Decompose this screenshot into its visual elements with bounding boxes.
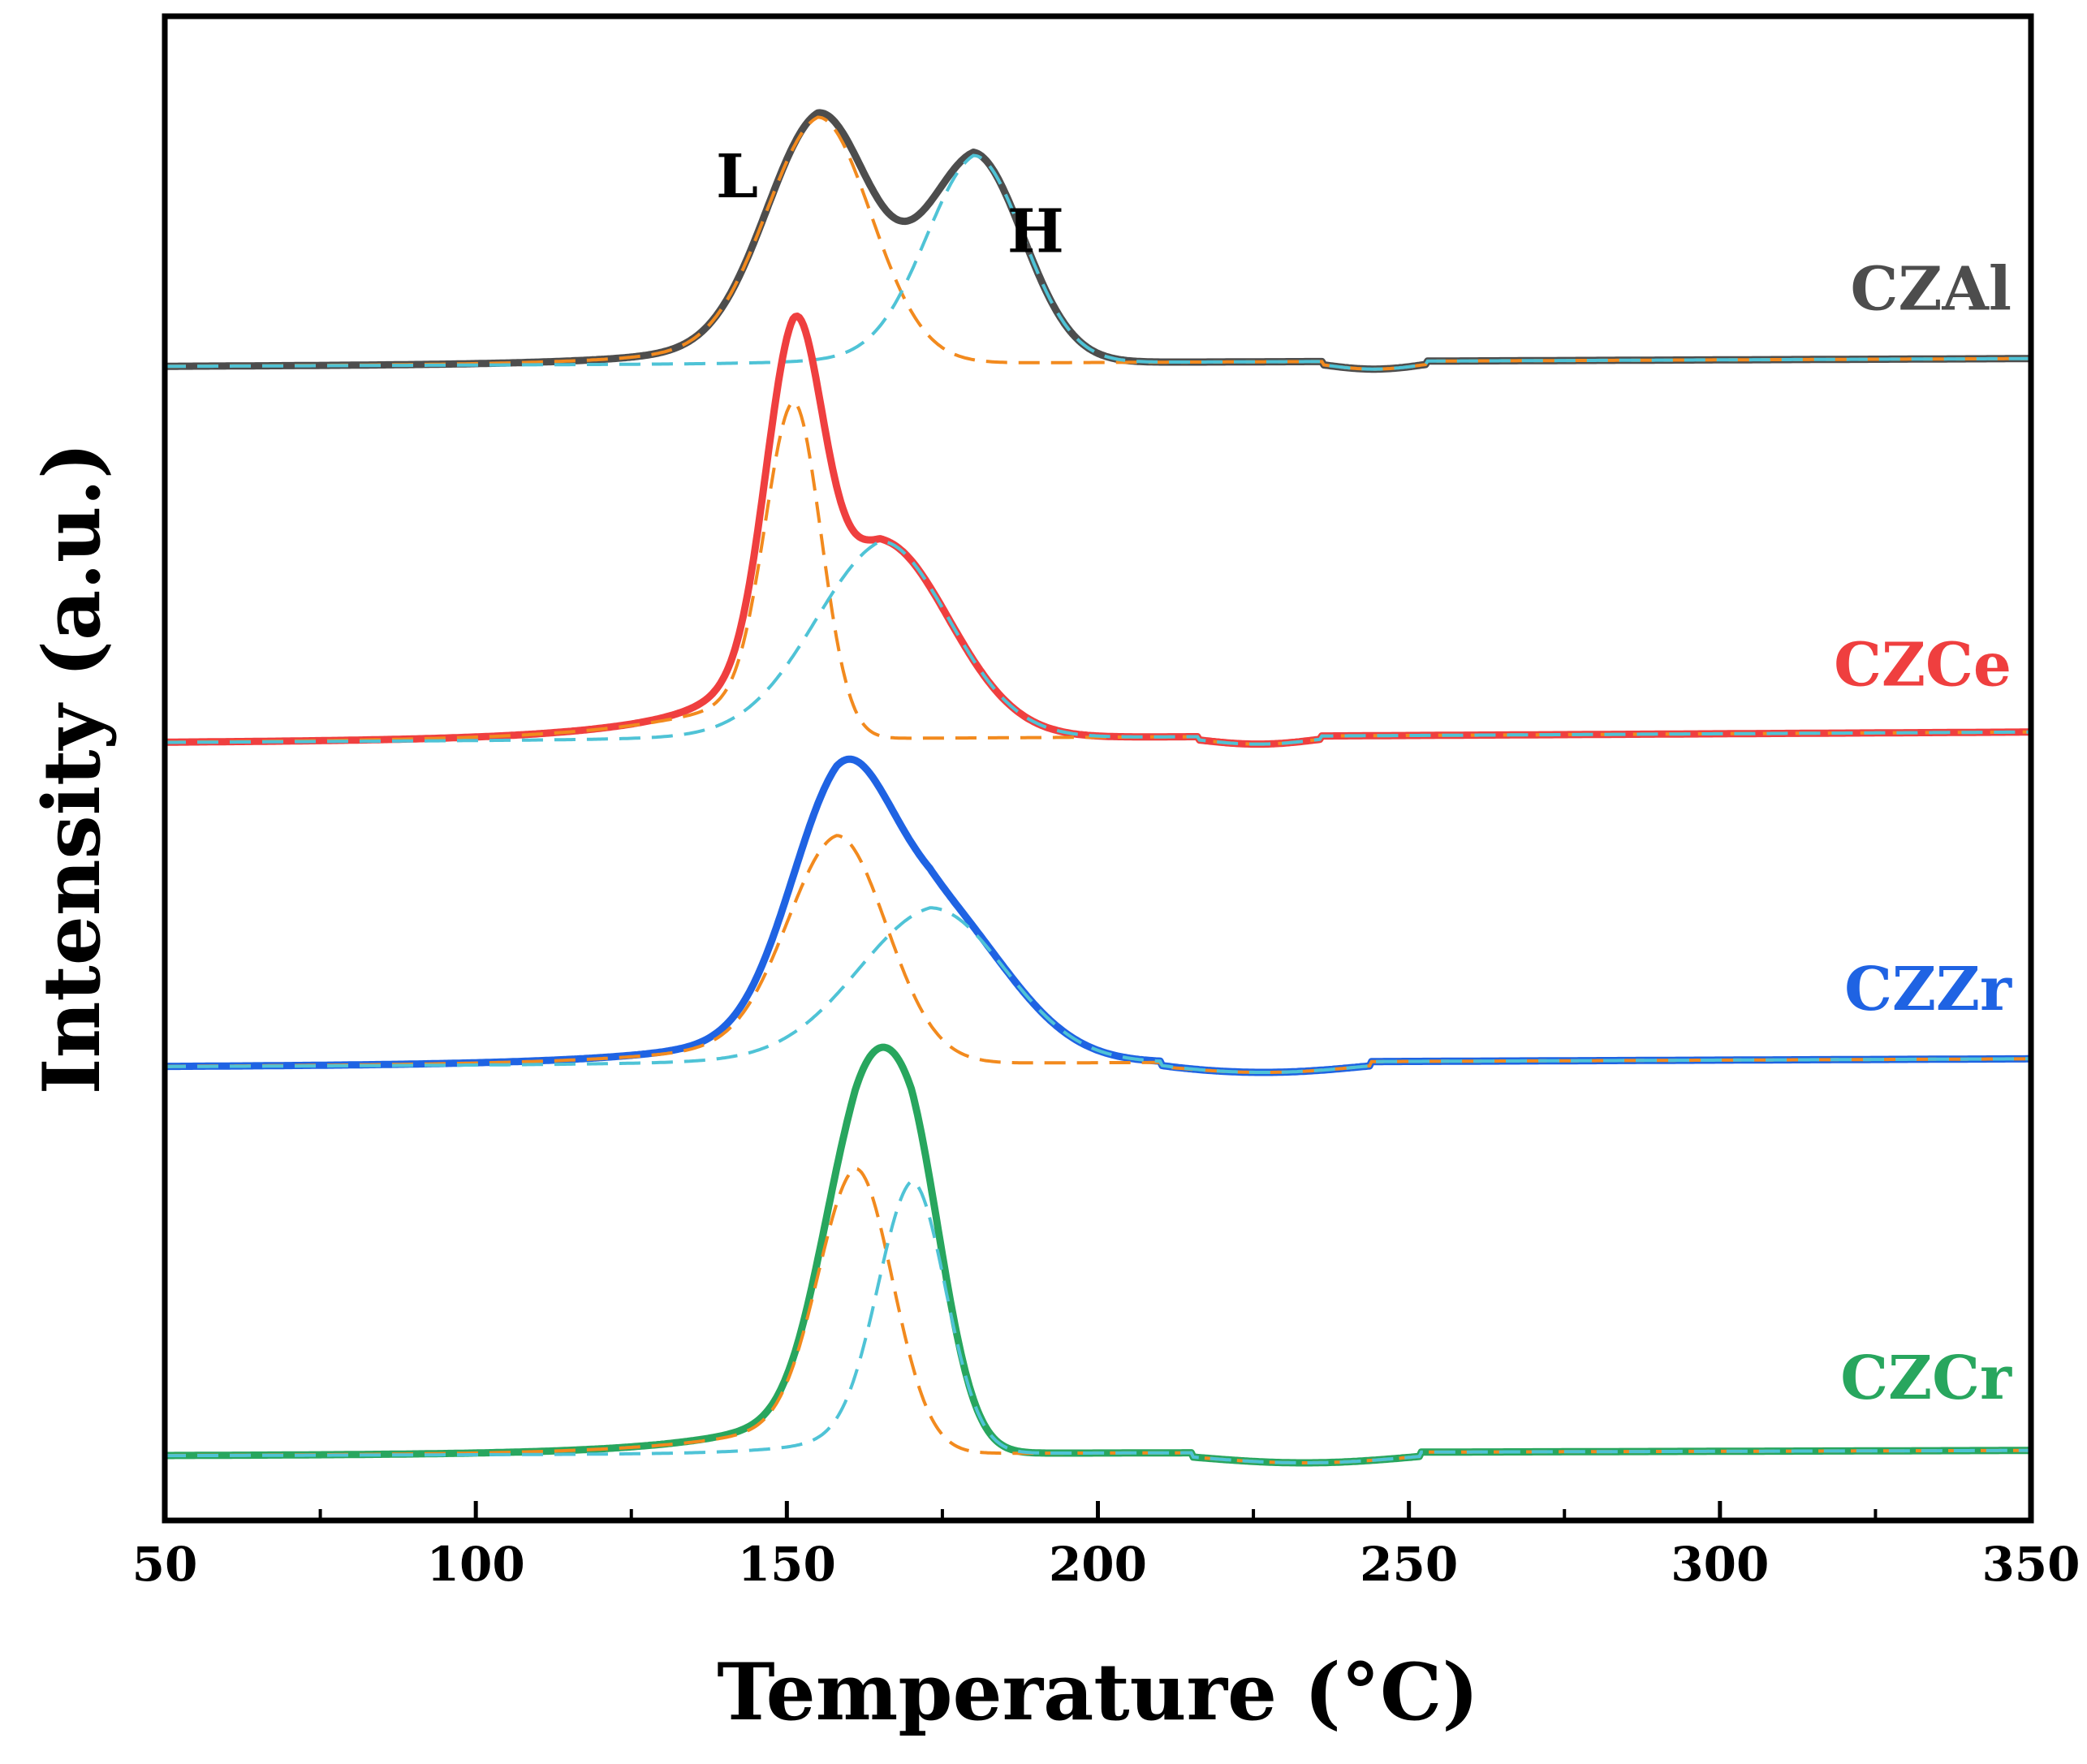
fit-high-czce bbox=[165, 539, 2031, 746]
x-tick-label: 350 bbox=[1981, 1537, 2080, 1592]
x-ticks-layer: 50 100 150 200 250 300 350 bbox=[132, 1501, 2081, 1592]
fit-high-czzr bbox=[165, 906, 2031, 1074]
curves-layer bbox=[163, 109, 2033, 1467]
peak-annotation-l: L bbox=[716, 142, 758, 212]
series-label-czce: CZCe bbox=[1834, 631, 2012, 701]
peak-annotation-h: H bbox=[1007, 197, 1064, 267]
fit-high-czal bbox=[165, 153, 2031, 371]
x-tick-label: 200 bbox=[1049, 1537, 1147, 1592]
x-tick-label: 100 bbox=[427, 1537, 525, 1592]
series-czcr bbox=[163, 1043, 2033, 1467]
series-label-czcr: CZCr bbox=[1840, 1343, 2012, 1413]
series-czzr bbox=[163, 755, 2033, 1076]
fit-high-czcr bbox=[165, 1179, 2031, 1464]
plot-frame bbox=[162, 13, 2034, 1524]
labels-layer: CZAl CZCe CZZr CZCr L H bbox=[716, 142, 2012, 1413]
x-tick-label: 150 bbox=[738, 1537, 836, 1592]
series-line-czal bbox=[163, 109, 2033, 373]
series-label-czzr: CZZr bbox=[1844, 955, 2012, 1024]
x-tick-label: 50 bbox=[132, 1537, 198, 1592]
fit-low-czzr bbox=[165, 834, 2031, 1074]
series-line-czcr bbox=[163, 1043, 2033, 1467]
x-axis-title: Temperature (°C) bbox=[717, 1646, 1479, 1738]
fit-low-czce bbox=[165, 399, 2031, 746]
x-tick-label: 250 bbox=[1360, 1537, 1458, 1592]
series-line-czzr bbox=[163, 755, 2033, 1076]
fit-low-czcr bbox=[165, 1167, 2031, 1464]
series-czce bbox=[163, 313, 2033, 748]
series-label-czal: CZAl bbox=[1851, 254, 2012, 324]
series-line-czce bbox=[163, 313, 2033, 748]
series-czal bbox=[163, 109, 2033, 373]
fit-low-czal bbox=[165, 115, 2031, 371]
y-axis-title: Intensity (a.u.) bbox=[26, 442, 118, 1095]
x-tick-label: 300 bbox=[1671, 1537, 1769, 1592]
